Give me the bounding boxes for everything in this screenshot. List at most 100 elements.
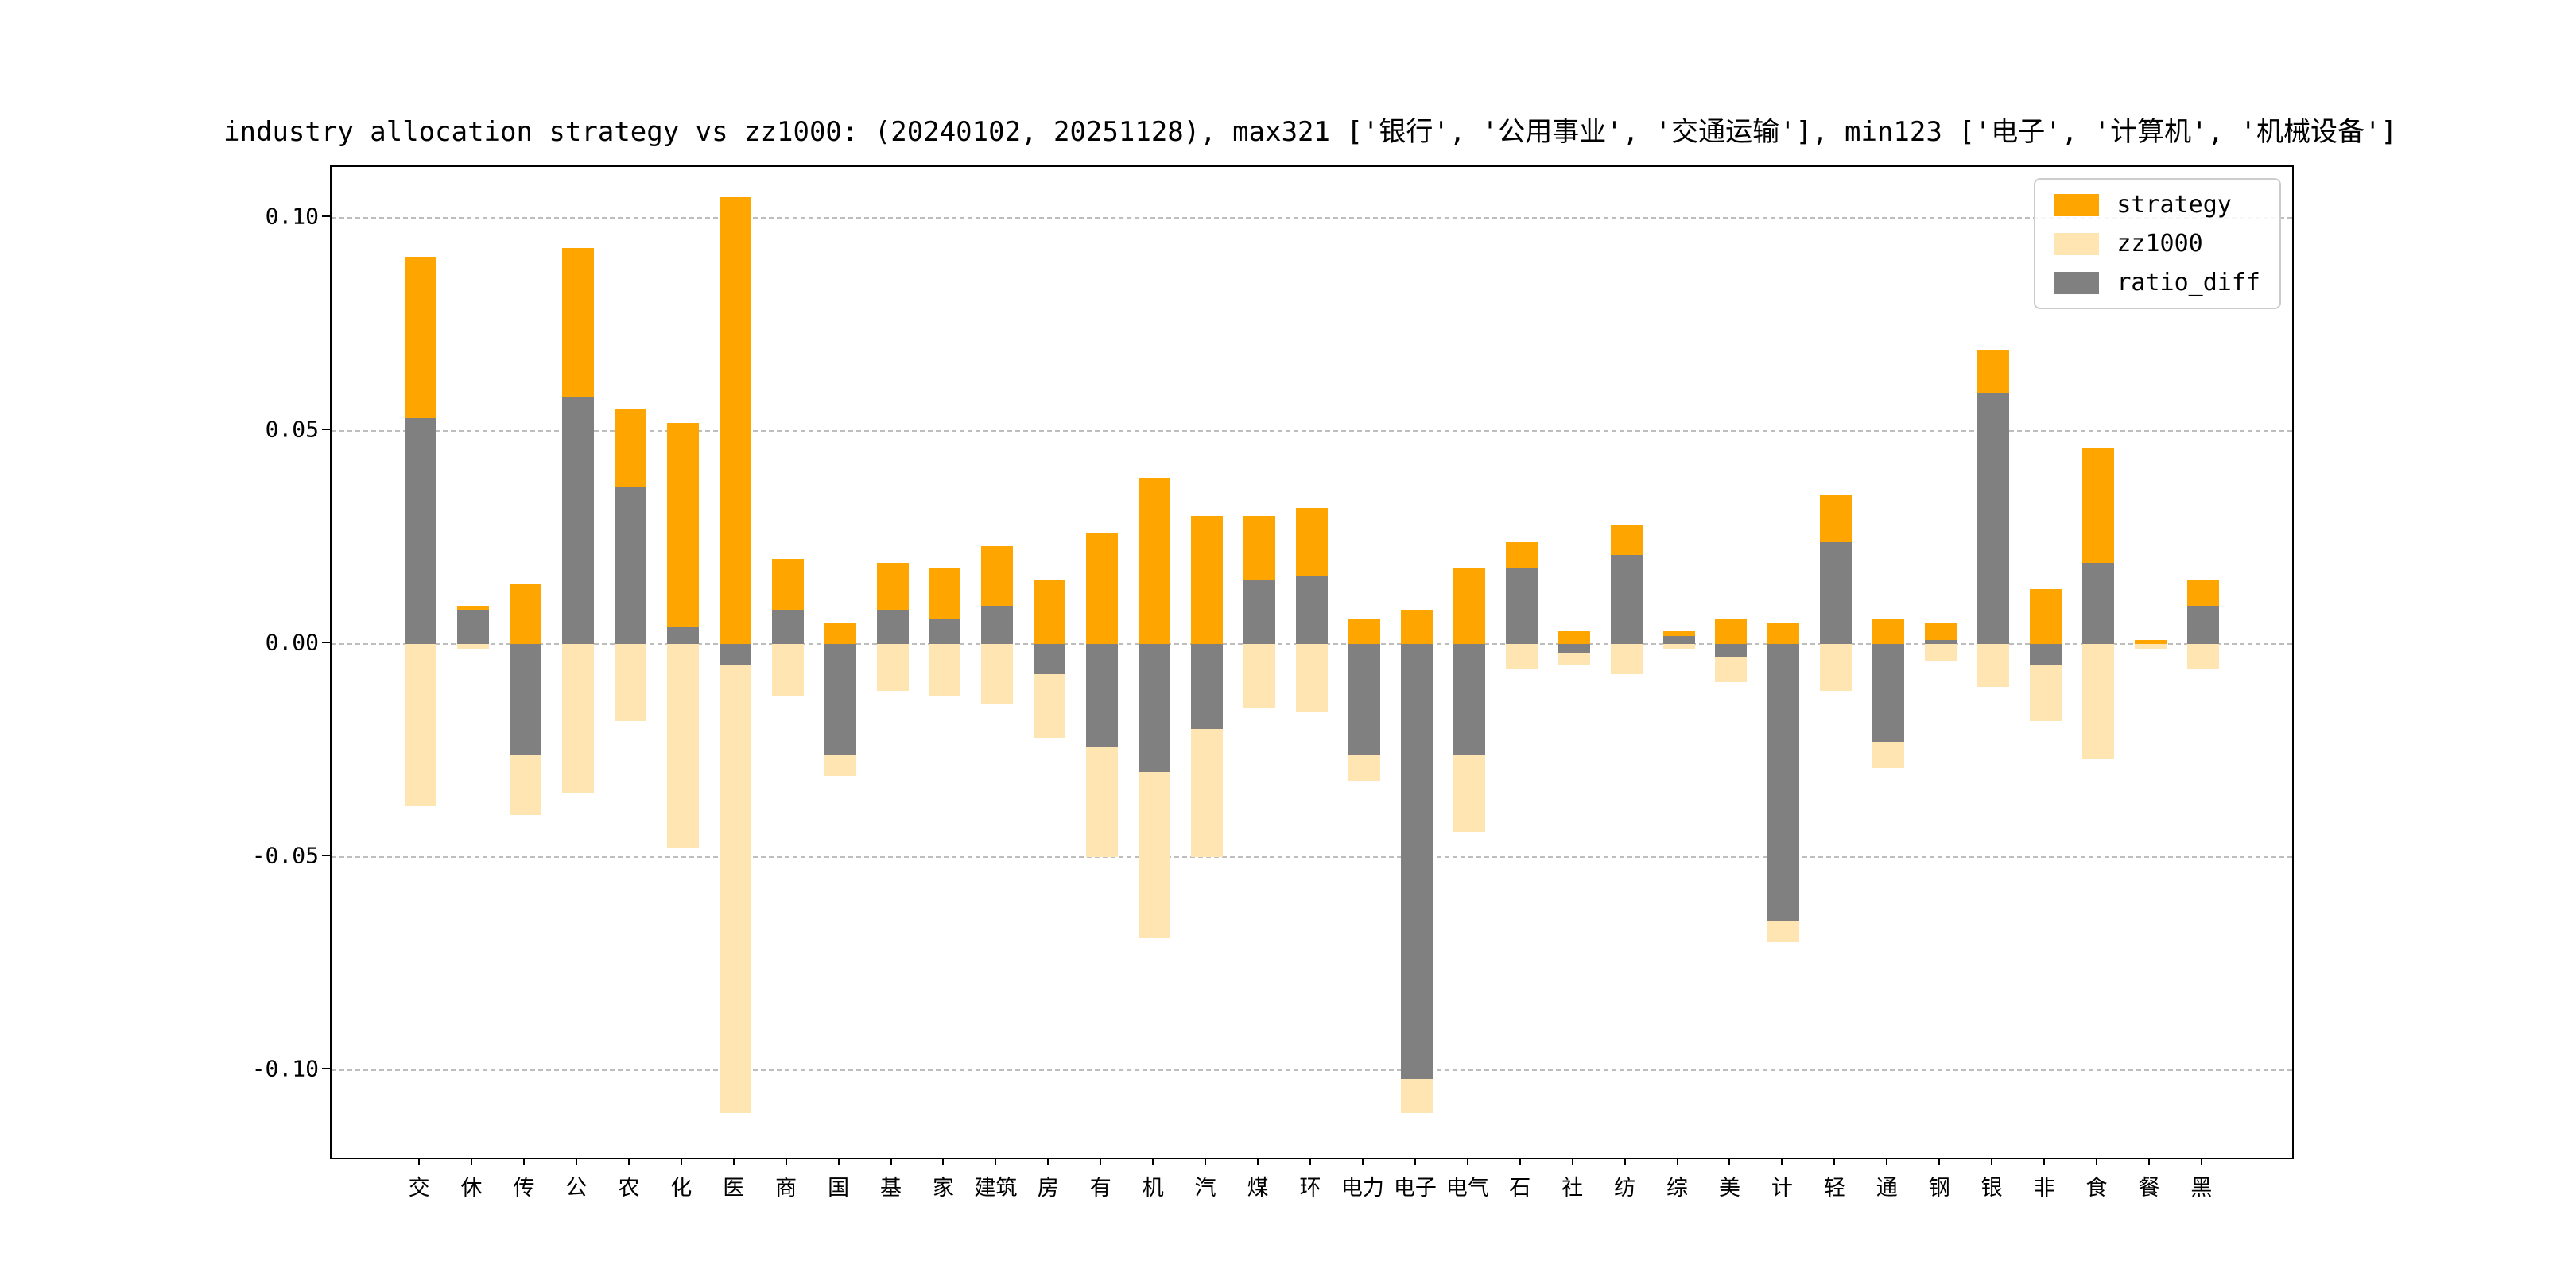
x-tick-mark [471, 1158, 473, 1165]
x-tick-mark [1991, 1158, 1993, 1165]
x-tick-label: 商 [775, 1176, 797, 1201]
bar-ratio_diff [2030, 644, 2062, 665]
x-tick-mark [2200, 1158, 2202, 1165]
x-tick-label: 钢 [1928, 1176, 1950, 1201]
bar-ratio_diff [1296, 576, 1328, 645]
x-tick-mark [680, 1158, 682, 1165]
bar-ratio_diff [1348, 644, 1380, 755]
x-tick-label: 通 [1876, 1176, 1898, 1201]
bar-ratio_diff [824, 644, 856, 755]
y-tick-mark [322, 1068, 330, 1070]
y-tick-mark [322, 642, 330, 644]
x-tick-label: 家 [932, 1176, 954, 1201]
bar-zz1000 [2134, 644, 2167, 649]
bar-zz1000 [405, 644, 437, 806]
x-tick-mark [1781, 1158, 1783, 1165]
x-tick-label: 休 [460, 1176, 483, 1201]
x-tick-label: 银 [1980, 1176, 2003, 1201]
x-tick-label: 纺 [1614, 1176, 1636, 1201]
bar-zz1000 [981, 644, 1014, 704]
bar-ratio_diff [1977, 393, 2010, 645]
legend-item-strategy: strategy [2054, 191, 2260, 219]
gridline [332, 217, 2292, 219]
bar-zz1000 [771, 644, 804, 696]
y-tick-label: -0.05 [251, 842, 319, 869]
bar-zz1000 [1662, 644, 1695, 649]
x-tick-label: 建筑 [974, 1176, 1018, 1201]
bar-strategy [1872, 619, 1905, 645]
y-tick-label: 0.10 [265, 203, 319, 230]
legend-swatch-zz1000 [2054, 232, 2100, 255]
x-tick-mark [2096, 1158, 2098, 1165]
x-tick-label: 石 [1509, 1176, 1531, 1201]
legend-item-ratio-diff: ratio_diff [2054, 269, 2260, 297]
bar-ratio_diff [1767, 644, 1800, 921]
bar-ratio_diff [1243, 580, 1276, 645]
bar-ratio_diff [1610, 554, 1643, 645]
x-tick-label: 美 [1718, 1176, 1740, 1201]
bar-ratio_diff [1034, 644, 1066, 674]
bar-zz1000 [457, 644, 490, 649]
x-tick-mark [785, 1158, 787, 1165]
x-tick-label: 食 [2085, 1176, 2108, 1201]
x-tick-mark [1309, 1158, 1311, 1165]
y-tick-label: 0.00 [265, 629, 319, 656]
bar-strategy [1558, 631, 1590, 645]
x-tick-label: 电气 [1445, 1176, 1489, 1201]
bar-strategy [1034, 580, 1066, 645]
x-tick-label: 电子 [1393, 1176, 1437, 1201]
x-tick-mark [418, 1158, 421, 1165]
x-tick-mark [575, 1158, 577, 1165]
bar-zz1000 [1296, 644, 1328, 712]
bar-ratio_diff [1139, 644, 1171, 772]
bar-ratio_diff [405, 418, 437, 645]
bar-strategy [1715, 619, 1748, 645]
x-tick-label: 基 [880, 1176, 902, 1201]
bar-zz1000 [666, 644, 699, 849]
bar-zz1000 [2082, 644, 2115, 759]
bar-ratio_diff [1715, 644, 1748, 658]
x-tick-label: 医 [723, 1176, 745, 1201]
bar-ratio_diff [2186, 605, 2219, 645]
bar-ratio_diff [1191, 644, 1224, 730]
bar-strategy [1086, 533, 1119, 645]
x-tick-mark [1624, 1158, 1626, 1165]
x-tick-label: 传 [513, 1176, 535, 1201]
gridline [332, 430, 2292, 433]
x-tick-mark [1100, 1158, 1102, 1165]
y-tick-mark [322, 215, 330, 218]
x-tick-label: 农 [618, 1176, 640, 1201]
x-tick-mark [1571, 1158, 1573, 1165]
bar-ratio_diff [614, 486, 646, 645]
x-tick-label: 汽 [1194, 1176, 1216, 1201]
legend-item-zz1000: zz1000 [2054, 230, 2260, 258]
bar-zz1000 [1505, 644, 1538, 670]
bar-strategy [1139, 478, 1171, 645]
legend-swatch-strategy [2054, 193, 2100, 216]
x-tick-mark [1361, 1158, 1364, 1165]
x-tick-label: 电力 [1340, 1176, 1384, 1201]
y-tick-label: -0.10 [251, 1055, 319, 1082]
legend-label-zz1000: zz1000 [2116, 230, 2203, 258]
chart-title: industry allocation strategy vs zz1000: … [223, 116, 2397, 148]
bar-ratio_diff [1453, 644, 1485, 755]
bar-strategy [509, 584, 541, 645]
x-tick-mark [522, 1158, 525, 1165]
x-tick-label: 轻 [1823, 1176, 1845, 1201]
bar-ratio_diff [561, 397, 594, 645]
bar-zz1000 [929, 644, 961, 696]
gridline [332, 856, 2292, 859]
bar-ratio_diff [457, 610, 490, 645]
x-tick-mark [2043, 1158, 2046, 1165]
bar-strategy [1348, 619, 1380, 645]
gridline [332, 1069, 2292, 1072]
bar-ratio_diff [1820, 541, 1852, 645]
x-tick-mark [1466, 1158, 1468, 1165]
bar-zz1000 [1610, 644, 1643, 674]
bar-zz1000 [1243, 644, 1276, 708]
plot-area: strategy zz1000 ratio_diff [330, 165, 2294, 1159]
x-tick-mark [1257, 1158, 1259, 1165]
x-tick-mark [732, 1158, 735, 1165]
x-tick-label: 煤 [1247, 1176, 1269, 1201]
x-tick-mark [627, 1158, 630, 1165]
